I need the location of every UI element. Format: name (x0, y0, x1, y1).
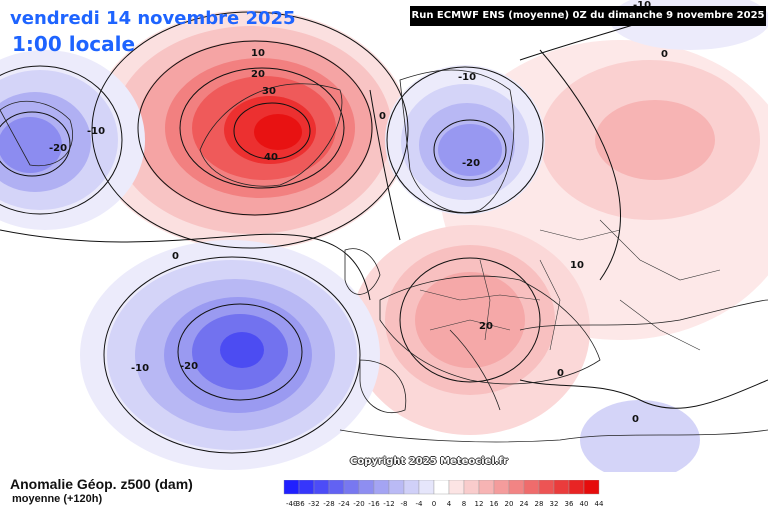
greenland-ridge (90, 10, 410, 250)
contour-label: 30 (262, 86, 276, 97)
color-cell (418, 480, 435, 495)
color-cell (583, 480, 600, 495)
copyright: Copyright 2025 Meteociel.fr (350, 456, 508, 467)
color-cell (343, 480, 360, 495)
color-tick: 0 (432, 500, 436, 508)
color-tick: -24 (338, 500, 350, 508)
contour-label: 0 (557, 368, 564, 379)
color-cell (433, 480, 450, 495)
color-cell (523, 480, 540, 495)
contour-label-group: 10 20 30 40 -10 -20 0 -10 -20 0 10 20 -1… (49, 0, 668, 425)
color-tick: 4 (447, 500, 452, 508)
color-tick: 28 (535, 500, 544, 508)
color-tick: -40 (286, 500, 297, 508)
contour-label: -10 (87, 126, 105, 137)
legend-title: Anomalie Géop. z500 (dam) (10, 476, 193, 492)
color-tick: 44 (595, 500, 604, 508)
color-tick: 36 (565, 500, 574, 508)
color-cell (463, 480, 480, 495)
contour-label: 20 (251, 69, 265, 80)
color-tick: -20 (353, 500, 364, 508)
color-cell (373, 480, 390, 495)
color-tick: -8 (401, 500, 408, 508)
contour-label: 10 (251, 48, 265, 59)
color-cell (508, 480, 525, 495)
contour-label: 10 (570, 260, 584, 271)
color-cell (448, 480, 465, 495)
color-cell (403, 480, 420, 495)
color-tick: -32 (308, 500, 319, 508)
legend-subtitle: moyenne (+120h) (12, 493, 103, 505)
contour-label: 0 (379, 111, 386, 122)
contour-label: 20 (479, 321, 493, 332)
color-tick: -36 (293, 500, 305, 508)
color-cell (478, 480, 495, 495)
color-tick: 8 (462, 500, 466, 508)
color-tick: -4 (416, 500, 424, 508)
atlantic-trough (80, 240, 380, 470)
color-cell (568, 480, 585, 495)
color-tick: 16 (490, 500, 499, 508)
color-tick: -12 (383, 500, 394, 508)
color-tick: 24 (520, 500, 529, 508)
color-tick: 12 (475, 500, 484, 508)
contour-label: 0 (661, 49, 668, 60)
anomaly-map: 10 20 30 40 -10 -20 0 -10 -20 0 10 20 -1… (0, 0, 768, 472)
color-tick: 32 (550, 500, 559, 508)
color-cell (538, 480, 555, 495)
scandinavian-trough (385, 65, 545, 215)
contour-label: -10 (131, 363, 149, 374)
color-cell (328, 480, 345, 495)
color-cell (388, 480, 405, 495)
contour-label: -20 (462, 158, 480, 169)
contour-label: -10 (633, 0, 651, 11)
color-tick: -16 (368, 500, 380, 508)
color-cell (358, 480, 375, 495)
med-trough (580, 400, 700, 472)
contour-label: 40 (264, 152, 278, 163)
color-cell (313, 480, 330, 495)
color-cell (298, 480, 315, 495)
forecast-date: vendredi 14 novembre 2025 (10, 8, 296, 29)
contour-label: -20 (49, 143, 67, 154)
color-cell (553, 480, 570, 495)
forecast-time: 1:00 locale (12, 32, 136, 56)
color-scale: -40-36 -32 -28 -24 -20 -16 -12 -8 -4 0 4 8 12 16 20 24 2… (283, 480, 604, 508)
color-cell (493, 480, 510, 495)
color-tick: 20 (505, 500, 514, 508)
coastlines (0, 69, 768, 443)
contour-label: -10 (458, 72, 476, 83)
contour-label: -20 (180, 361, 198, 372)
borders (419, 219, 721, 351)
color-cell (283, 480, 300, 495)
color-tick: 40 (580, 500, 589, 508)
contour-label: 0 (172, 251, 179, 262)
run-banner: Run ECMWF ENS (moyenne) 0Z du dimanche 9… (410, 6, 766, 26)
contour-label: 0 (632, 414, 639, 425)
color-tick: -28 (323, 500, 334, 508)
